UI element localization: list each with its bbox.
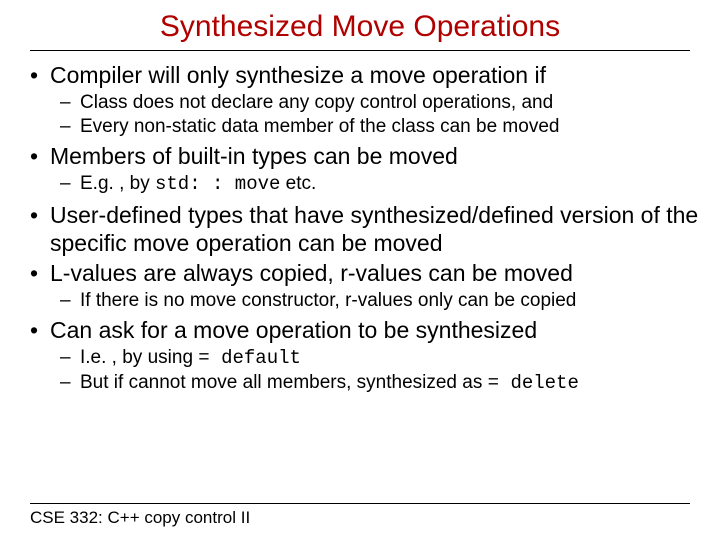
sub-text-post: etc.: [280, 173, 316, 194]
code-snippet: = delete: [488, 372, 579, 394]
sub-item: Every non-static data member of the clas…: [80, 115, 700, 138]
sub-list: I.e. , by using = default But if cannot …: [50, 346, 700, 395]
bullet-text: User-defined types that have synthesized…: [50, 202, 698, 256]
bullet-item: Members of built-in types can be moved E…: [50, 142, 700, 196]
slide-title: Synthesized Move Operations: [160, 10, 560, 46]
sub-text-pre: E.g. , by: [80, 173, 155, 194]
bullet-text: Can ask for a move operation to be synth…: [50, 317, 537, 343]
slide: Synthesized Move Operations Compiler wil…: [0, 0, 720, 540]
bullet-list: Compiler will only synthesize a move ope…: [20, 61, 700, 395]
code-snippet: = default: [198, 347, 301, 369]
title-wrap: Synthesized Move Operations: [20, 10, 700, 46]
sub-list: If there is no move constructor, r-value…: [50, 289, 700, 312]
bullet-item: Compiler will only synthesize a move ope…: [50, 61, 700, 138]
sub-list: Class does not declare any copy control …: [50, 91, 700, 138]
bullet-text: Compiler will only synthesize a move ope…: [50, 62, 546, 88]
sub-item: If there is no move constructor, r-value…: [80, 289, 700, 312]
bullet-item: L-values are always copied, r-values can…: [50, 259, 700, 312]
bullet-text: Members of built-in types can be moved: [50, 143, 458, 169]
bullet-item: Can ask for a move operation to be synth…: [50, 316, 700, 395]
bullet-item: User-defined types that have synthesized…: [50, 201, 700, 257]
sub-text-pre: But if cannot move all members, synthesi…: [80, 372, 488, 393]
footer-text: CSE 332: C++ copy control II: [20, 508, 700, 528]
sub-text-pre: I.e. , by using: [80, 347, 198, 368]
sub-item: Class does not declare any copy control …: [80, 91, 700, 114]
sub-item: E.g. , by std: : move etc.: [80, 172, 700, 196]
code-snippet: std: : move: [155, 173, 280, 195]
footer-area: CSE 332: C++ copy control II: [20, 503, 700, 528]
sub-item: But if cannot move all members, synthesi…: [80, 371, 700, 395]
title-underline: [30, 50, 690, 51]
footer-rule: [30, 503, 690, 504]
sub-list: E.g. , by std: : move etc.: [50, 172, 700, 196]
sub-item: I.e. , by using = default: [80, 346, 700, 370]
bullet-text: L-values are always copied, r-values can…: [50, 260, 573, 286]
